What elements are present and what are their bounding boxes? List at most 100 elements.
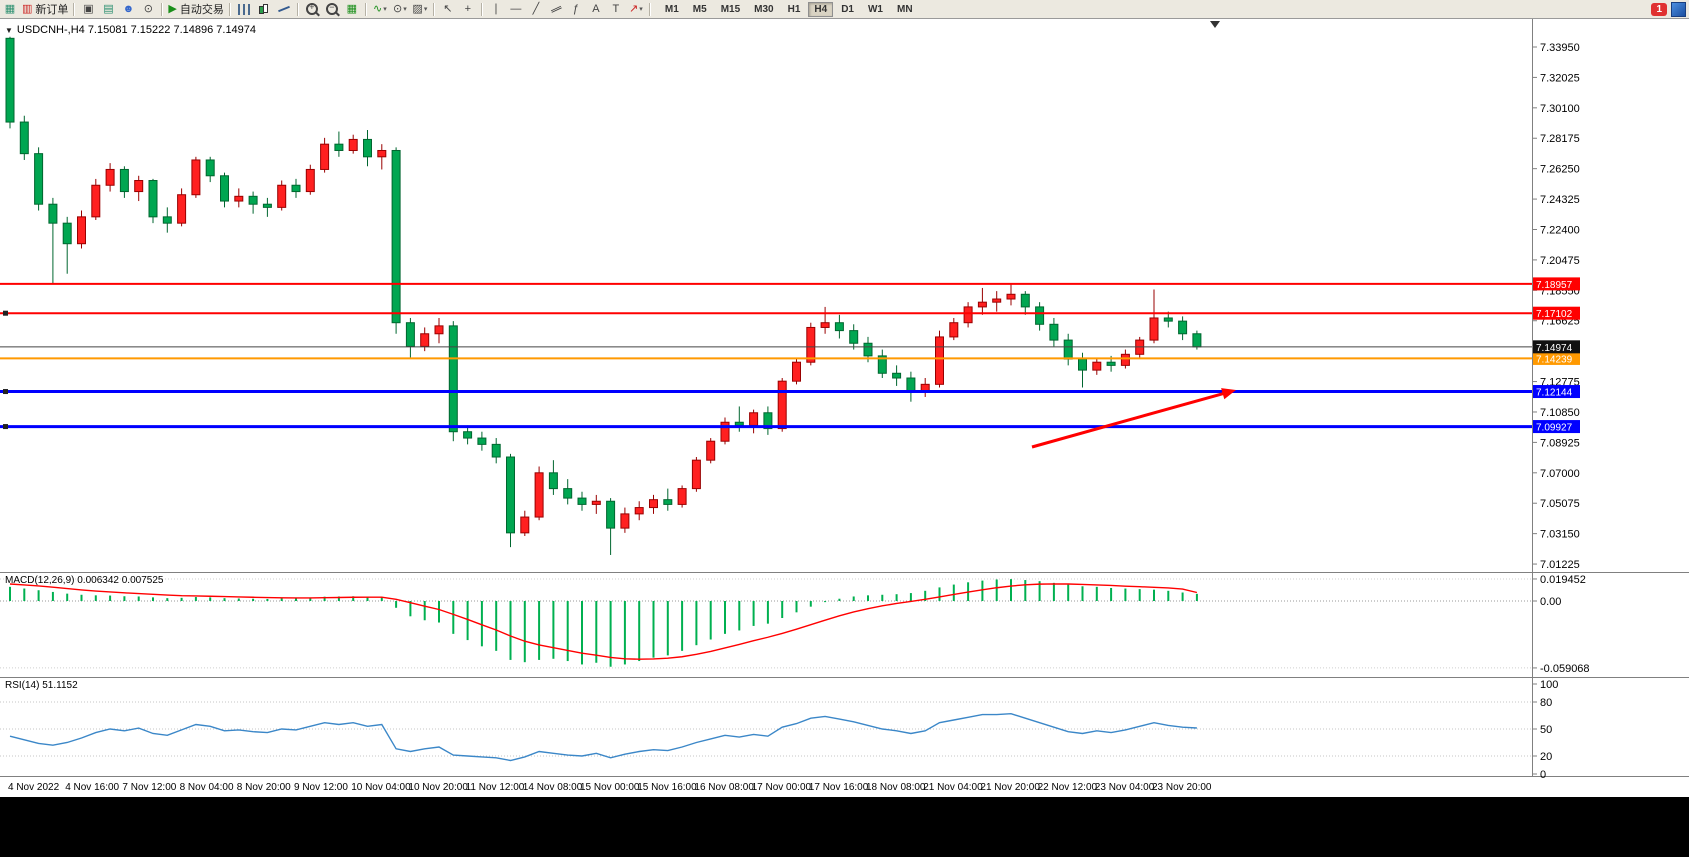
- timeframe-button-d1[interactable]: D1: [841, 3, 854, 15]
- trend-arrow-head[interactable]: [1221, 388, 1236, 400]
- bar-chart-button[interactable]: [234, 1, 254, 17]
- candle: [377, 149, 387, 158]
- text-tool-button[interactable]: A: [586, 1, 606, 17]
- time-axis-label: 18 Nov 08:00: [866, 782, 926, 793]
- time-axis-label: 7 Nov 12:00: [122, 782, 176, 793]
- zoom-out-button[interactable]: −: [322, 1, 342, 17]
- time-axis-label: 16 Nov 08:00: [694, 782, 754, 793]
- text-icon: A: [592, 2, 600, 15]
- zoom-in-icon: +: [305, 2, 318, 15]
- timeframe-button-w1[interactable]: W1: [867, 3, 883, 15]
- timeframe-button-m1[interactable]: M1: [664, 3, 679, 15]
- arrow-tool-icon: ↗: [629, 2, 639, 15]
- auto-trading-button[interactable]: ▶ 自动交易: [166, 1, 225, 17]
- price-axis-label: 7.22400: [1540, 224, 1580, 236]
- candle: [391, 149, 401, 324]
- candle: [606, 500, 616, 529]
- candlestick-chart-button[interactable]: [254, 1, 274, 17]
- price-axis-label: 7.08925: [1540, 437, 1580, 449]
- candle: [91, 184, 101, 218]
- line-chart-button[interactable]: [274, 1, 294, 17]
- price-axis-label: 7.03150: [1540, 529, 1580, 541]
- rsi-axis-label: 20: [1540, 751, 1552, 763]
- line-handle[interactable]: [3, 424, 8, 430]
- price-axis-label: 7.05075: [1540, 498, 1580, 510]
- toolbar-separator: [480, 2, 483, 16]
- candle: [834, 322, 844, 332]
- candle: [1006, 293, 1016, 300]
- data-window-button[interactable]: ⊙: [138, 1, 158, 17]
- price-axis-label: 7.07000: [1540, 468, 1580, 480]
- candle: [220, 175, 229, 202]
- templates-icon: ▨: [412, 2, 423, 15]
- line-handle[interactable]: [3, 310, 8, 316]
- vertical-line-tool-button[interactable]: ∣: [486, 1, 506, 17]
- new-chart-icon: ▦: [4, 2, 16, 15]
- timeframe-button-m5[interactable]: M5: [692, 3, 707, 15]
- candle: [105, 168, 115, 186]
- price-axis-label: 7.01225: [1540, 559, 1580, 571]
- line-handle[interactable]: [3, 389, 8, 395]
- time-axis-label: 10 Nov 20:00: [408, 782, 468, 793]
- zoom-out-icon: −: [325, 2, 338, 15]
- toolbar-separator: [161, 2, 164, 16]
- notification-badge[interactable]: 1: [1651, 3, 1667, 16]
- new-chart-button[interactable]: ▦: [0, 1, 20, 17]
- new-order-label: 新订单: [35, 4, 69, 16]
- crosshair-icon: +: [464, 2, 472, 15]
- new-order-button[interactable]: ▥ 新订单: [20, 1, 70, 17]
- macd-axis-label: -0.059068: [1540, 663, 1590, 675]
- candle: [777, 380, 787, 430]
- candle: [291, 184, 301, 193]
- candle: [792, 361, 801, 382]
- timeframe-button-m15[interactable]: M15: [720, 3, 741, 15]
- trend-arrow[interactable]: [1031, 390, 1229, 449]
- price-badge-label: 7.09927: [1536, 423, 1573, 434]
- chart-window-icon: ▣: [83, 2, 94, 15]
- tile-windows-button[interactable]: ▦: [342, 1, 362, 17]
- candle: [177, 194, 187, 224]
- new-order-icon: ▥: [22, 2, 33, 15]
- text-label-tool-button[interactable]: T: [606, 1, 626, 17]
- candle: [348, 138, 358, 151]
- chart-shift-marker-icon[interactable]: [1210, 21, 1220, 28]
- chart-canvas[interactable]: 7.33950 7.32025 7.30100 7.28175 7.26250 7.243…: [0, 0, 1689, 797]
- crosshair-tool-button[interactable]: +: [458, 1, 478, 17]
- indicators-button[interactable]: ∿ ▾: [370, 1, 390, 17]
- candle: [720, 421, 730, 442]
- horizontal-line-tool-button[interactable]: —: [506, 1, 526, 17]
- periods-button[interactable]: ⊙ ▾: [390, 1, 410, 17]
- candle: [763, 412, 773, 430]
- price-badge: [1533, 306, 1580, 320]
- profiles-button[interactable]: ▤: [98, 1, 118, 17]
- window-menu-icon[interactable]: [1671, 2, 1686, 17]
- cursor-tool-button[interactable]: ↖: [438, 1, 458, 17]
- candle: [1078, 358, 1087, 371]
- bottom-bar: [0, 797, 1689, 857]
- chart-dropdown-icon[interactable]: ▼: [5, 26, 13, 35]
- timeframe-button-m30[interactable]: M30: [754, 3, 774, 15]
- channel-tool-button[interactable]: ∥: [546, 1, 566, 17]
- chart-window-button[interactable]: ▣: [78, 1, 98, 17]
- time-axis-label: 17 Nov 16:00: [809, 782, 869, 793]
- timeframe-button-h1[interactable]: H1: [787, 3, 801, 15]
- price-badge: [1533, 277, 1580, 291]
- timeframe-button-h4[interactable]: H4: [808, 1, 834, 17]
- toolbar-separator: [364, 2, 367, 16]
- fibonacci-tool-button[interactable]: ƒ: [566, 1, 586, 17]
- zoom-in-button[interactable]: +: [302, 1, 322, 17]
- arrow-tool-button[interactable]: ↗ ▾: [626, 1, 646, 17]
- candle: [334, 143, 344, 151]
- templates-button[interactable]: ▨ ▾: [410, 1, 430, 17]
- market-watch-button[interactable]: ☻: [118, 1, 138, 17]
- auto-trading-icon: ▶: [168, 2, 177, 15]
- candle: [1049, 323, 1059, 341]
- candle: [262, 203, 272, 208]
- timeframe-button-mn[interactable]: MN: [896, 3, 913, 15]
- time-axis-label: 8 Nov 04:00: [180, 782, 234, 793]
- candle: [305, 168, 315, 193]
- bar-chart-icon: [237, 3, 250, 15]
- toolbar-right: 1: [1651, 2, 1686, 17]
- candle: [1120, 353, 1130, 366]
- trendline-tool-button[interactable]: ╱: [526, 1, 546, 17]
